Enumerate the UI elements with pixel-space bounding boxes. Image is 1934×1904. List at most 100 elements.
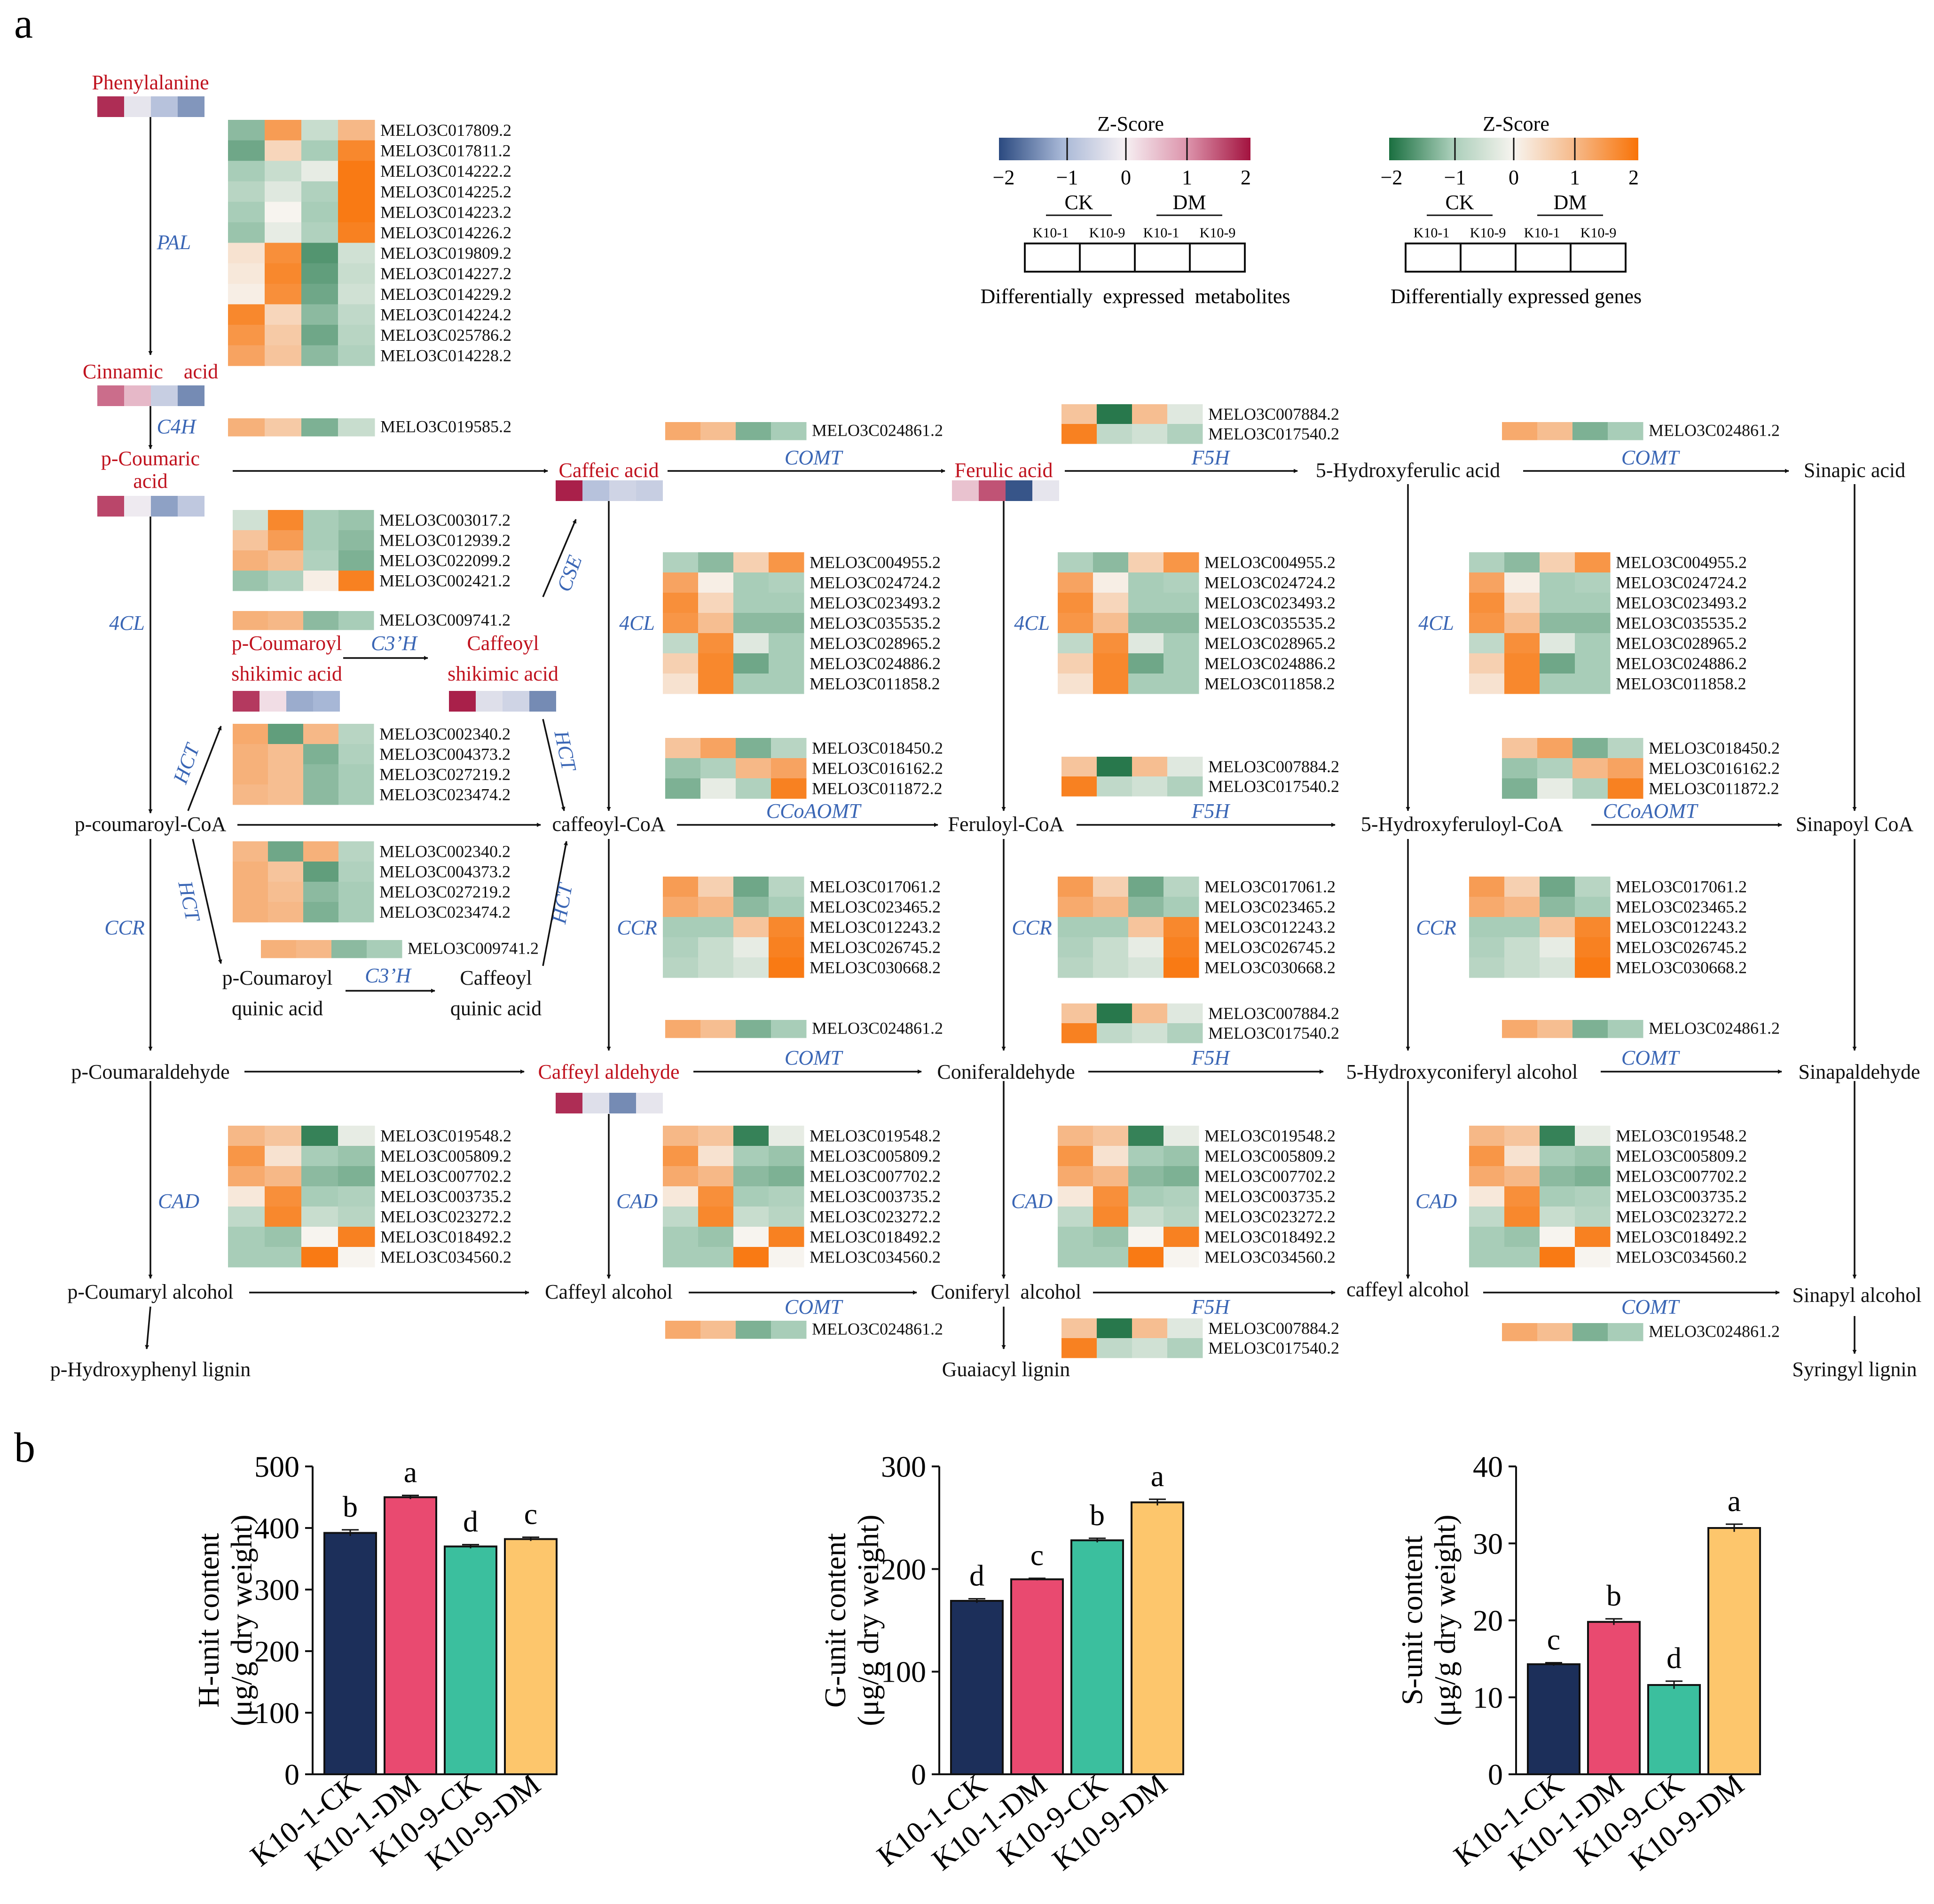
- gene-block-comt-row1-a: MELO3C024861.2: [665, 421, 943, 440]
- heatmap-cell: [1058, 613, 1093, 634]
- heatmap-cell: [1469, 957, 1505, 978]
- legend-gene-dm: DM: [1554, 191, 1587, 214]
- heatmap-cell: [1540, 1186, 1575, 1207]
- heatmap-cell: [1128, 1126, 1164, 1146]
- heatmap-cell: [303, 611, 339, 630]
- gene-id-label: MELO3C023493.2: [810, 594, 941, 612]
- legend-sample: K10-9: [1470, 225, 1506, 241]
- heatmap-cell: [769, 1166, 804, 1187]
- heatmap-cell: [338, 1227, 375, 1247]
- gene-id-label: MELO3C017061.2: [1616, 878, 1747, 896]
- heatmap-cell: [1572, 778, 1608, 799]
- label-caffeoyl-quinic-l1: Caffeoyl: [460, 966, 532, 989]
- heatmap-cell: [268, 764, 304, 785]
- heatmap-cell: [771, 1321, 807, 1339]
- heatmap-p-coumaroyl-shikimic: [233, 691, 340, 712]
- gene-id-label: MELO3C017540.2: [1208, 424, 1339, 443]
- heatmap-cell: [663, 633, 699, 654]
- legend-metab-dm: DM: [1173, 191, 1206, 214]
- gene-id-label: MELO3C007884.2: [1208, 405, 1339, 423]
- heatmap-cell: [268, 784, 304, 805]
- heatmap-cell: [769, 1126, 804, 1146]
- enzyme-c4h: C4H: [157, 415, 197, 438]
- heatmap-cell: [698, 633, 734, 654]
- heatmap-cell: [1469, 613, 1505, 634]
- heatmap-cell: [301, 202, 338, 223]
- gene-id-label: MELO3C003735.2: [1616, 1187, 1747, 1206]
- heatmap-cell: [1164, 633, 1199, 654]
- heatmap-cell: [233, 691, 259, 712]
- enzyme-pal: PAL: [157, 231, 191, 254]
- heatmap-cell: [1093, 1207, 1129, 1227]
- heatmap-cell: [1502, 778, 1538, 799]
- heatmap-cell: [698, 572, 734, 593]
- heatmap-cell: [1128, 1227, 1164, 1247]
- heatmap-cell: [338, 1126, 375, 1146]
- heatmap-cell: [1540, 552, 1575, 573]
- heatmap-cell: [1128, 572, 1164, 593]
- heatmap-cell: [665, 758, 701, 779]
- heatmap-cell: [268, 611, 304, 630]
- heatmap-cell: [265, 345, 302, 366]
- heatmap-cell: [228, 140, 265, 161]
- heatmap-cell: [771, 778, 807, 799]
- label-5-hydroxyferulic-acid: 5-Hydroxyferulic acid: [1316, 459, 1500, 482]
- heatmap-cell: [338, 510, 374, 531]
- gene-id-label: MELO3C024886.2: [810, 654, 941, 673]
- heatmap-cell: [228, 1166, 265, 1187]
- heatmap-cell: [265, 1146, 302, 1167]
- heatmap-cell: [338, 418, 375, 437]
- gene-id-label: MELO3C011872.2: [812, 779, 943, 798]
- heatmap-cell: [736, 422, 771, 440]
- heatmap-cell: [1540, 653, 1575, 674]
- heatmap-cell: [1469, 1227, 1505, 1247]
- heatmap-cell: [1469, 1126, 1505, 1146]
- gene-id-label: MELO3C012243.2: [1616, 918, 1747, 937]
- y-axis-label: S-unit content: [1395, 1536, 1429, 1705]
- gene-id-label: MELO3C034560.2: [1616, 1248, 1747, 1267]
- legend-gene-boxes: [1405, 243, 1627, 273]
- y-tick-label: 30: [1473, 1527, 1503, 1560]
- heatmap-cell: [1540, 1247, 1575, 1268]
- label-phenylalanine: Phenylalanine: [92, 71, 209, 94]
- gene-id-label: MELO3C019548.2: [1616, 1127, 1747, 1145]
- heatmap-cell: [301, 1166, 338, 1187]
- heatmap-cell: [665, 422, 701, 440]
- heatmap-cell: [265, 181, 302, 202]
- gene-block-comt-alc-b: MELO3C024861.2: [1502, 1322, 1780, 1341]
- heatmap-cell: [1093, 552, 1129, 573]
- heatmap-cell: [698, 897, 734, 917]
- heatmap-cell: [338, 744, 374, 765]
- heatmap-cell: [1469, 1247, 1505, 1268]
- heatmap-cell: [1575, 593, 1611, 613]
- heatmap-cell: [303, 530, 339, 551]
- heatmap-cell: [338, 222, 375, 243]
- heatmap-cell: [151, 385, 178, 406]
- gene-id-label: MELO3C014227.2: [380, 264, 511, 283]
- heatmap-cell: [1128, 613, 1164, 634]
- heatmap-cell: [733, 1146, 769, 1167]
- legend-gene-tickmarks: [1454, 138, 1576, 160]
- heatmap-cell: [1093, 937, 1129, 958]
- heatmap-cell: [151, 96, 178, 117]
- gene-id-label: MELO3C003017.2: [379, 511, 511, 530]
- heatmap-cell: [1575, 897, 1611, 917]
- gene-block-hct-quinic-2: MELO3C009741.2: [261, 939, 539, 958]
- gene-id-label: MELO3C014228.2: [380, 346, 511, 365]
- heatmap-cell: [228, 418, 265, 437]
- heatmap-cell: [97, 96, 124, 117]
- gene-id-label: MELO3C019809.2: [380, 244, 511, 263]
- gene-id-label: MELO3C026745.2: [1204, 938, 1336, 957]
- heatmap-cell: [449, 691, 476, 712]
- gene-id-label: MELO3C023272.2: [1616, 1207, 1747, 1226]
- heatmap-cell: [1540, 897, 1575, 917]
- y-tick-label: 0: [911, 1758, 926, 1791]
- significance-letter: a: [404, 1456, 417, 1489]
- legend-sample: K10-1: [1143, 225, 1179, 241]
- heatmap-cell: [338, 764, 374, 785]
- significance-letter: c: [1030, 1538, 1044, 1572]
- heatmap-cell: [1469, 552, 1505, 573]
